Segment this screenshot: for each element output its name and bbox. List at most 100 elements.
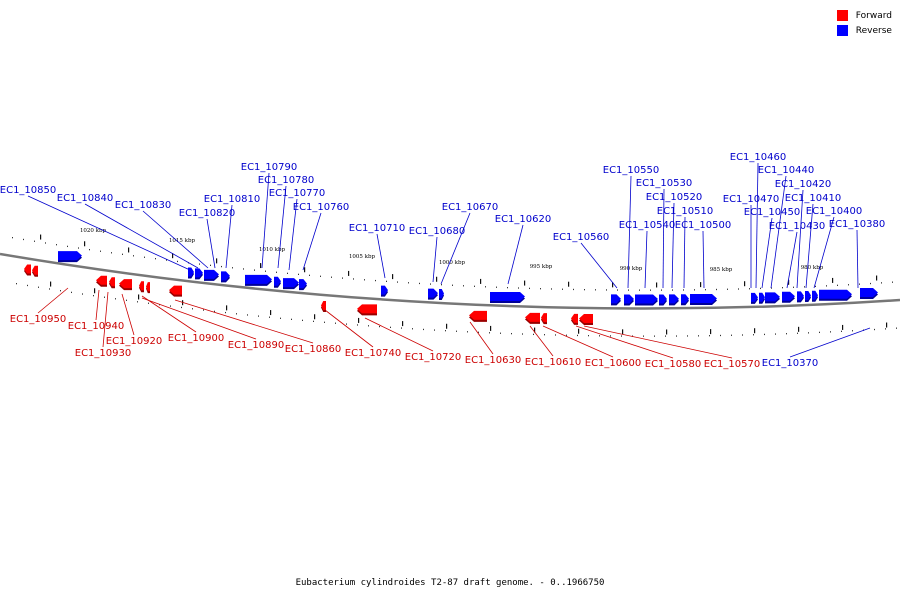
gene-arrow-reverse[interactable] [624,294,634,304]
gene-arrow-reverse[interactable] [283,278,299,288]
gene-label-ec1-10680[interactable]: EC1_10680 [409,226,465,237]
gene-label-ec1-10770[interactable]: EC1_10770 [269,188,325,199]
gene-arrow-reverse[interactable] [299,279,307,289]
gene-arrow-reverse[interactable] [669,294,679,304]
gene-label-ec1-10370[interactable]: EC1_10370 [762,358,818,369]
gene-label-ec1-10720[interactable]: EC1_10720 [405,352,461,363]
gene-arrow-reverse[interactable] [681,294,689,304]
gene-label-ec1-10610[interactable]: EC1_10610 [525,357,581,368]
gene-arrow-reverse[interactable] [204,269,219,279]
gene-arrow-forward[interactable] [109,277,115,287]
gene-label-ec1-10440[interactable]: EC1_10440 [758,165,814,176]
gene-label-ec1-10420[interactable]: EC1_10420 [775,179,831,190]
gene-arrow-reverse[interactable] [195,268,203,278]
gene-arrow-reverse[interactable] [805,291,811,301]
tick-dot [203,309,204,311]
gene-label-ec1-10570[interactable]: EC1_10570 [704,359,760,370]
gene-label-ec1-10900[interactable]: EC1_10900 [168,333,224,344]
gene-label-ec1-10540[interactable]: EC1_10540 [619,220,675,231]
gene-label-ec1-10920[interactable]: EC1_10920 [106,336,162,347]
leader-line [789,327,871,358]
tick-dot [320,275,321,277]
gene-arrow-forward[interactable] [169,285,182,295]
gene-arrow-reverse[interactable] [428,288,438,298]
gene-arrow-reverse[interactable] [221,271,230,281]
gene-label-ec1-10810[interactable]: EC1_10810 [204,194,260,205]
gene-arrow-forward[interactable] [357,304,377,314]
gene-label-ec1-10670[interactable]: EC1_10670 [442,202,498,213]
gene-label-ec1-10450[interactable]: EC1_10450 [744,207,800,218]
gene-label-ec1-10580[interactable]: EC1_10580 [645,359,701,370]
gene-arrow-forward[interactable] [571,313,578,323]
gene-arrow-forward[interactable] [24,264,31,274]
gene-arrow-forward[interactable] [119,279,132,289]
gene-label-ec1-10410[interactable]: EC1_10410 [785,193,841,204]
gene-arrow-forward[interactable] [541,313,547,323]
gene-label-ec1-10790[interactable]: EC1_10790 [241,162,297,173]
gene-arrow-reverse[interactable] [439,289,444,299]
gene-arrow-reverse[interactable] [58,251,82,261]
gene-arrow-reverse[interactable] [759,292,765,302]
gene-arrow-reverse[interactable] [860,287,878,297]
gene-label-ec1-10560[interactable]: EC1_10560 [553,232,609,243]
gene-label-ec1-10380[interactable]: EC1_10380 [829,219,885,230]
gene-label-ec1-10400[interactable]: EC1_10400 [806,206,862,217]
tick-dot [533,333,534,336]
gene-label-ec1-10850[interactable]: EC1_10850 [0,185,56,196]
gene-label-ec1-10940[interactable]: EC1_10940 [68,321,124,332]
tick-dot [434,329,435,331]
gene-label-ec1-10780[interactable]: EC1_10780 [258,175,314,186]
tick-dot [797,332,798,334]
gene-arrow-reverse[interactable] [819,289,852,299]
gene-arrow-reverse[interactable] [690,294,717,304]
gene-label-ec1-10860[interactable]: EC1_10860 [285,344,341,355]
gene-arrow-forward[interactable] [146,282,150,292]
gene-arrow-reverse[interactable] [245,274,272,284]
leader-line [288,198,298,271]
gene-arrow-reverse[interactable] [765,292,780,302]
gene-label-ec1-10620[interactable]: EC1_10620 [495,214,551,225]
gene-label-ec1-10500[interactable]: EC1_10500 [675,220,731,231]
gene-arrow-reverse[interactable] [659,294,667,304]
gene-label-ec1-10430[interactable]: EC1_10430 [769,221,825,232]
gene-label-ec1-10830[interactable]: EC1_10830 [115,200,171,211]
gene-label-ec1-10890[interactable]: EC1_10890 [228,340,284,351]
gene-label-ec1-10930[interactable]: EC1_10930 [75,348,131,359]
gene-arrow-reverse[interactable] [782,291,795,301]
gene-label-ec1-10530[interactable]: EC1_10530 [636,178,692,189]
gene-arrow-forward[interactable] [579,314,593,324]
gene-arrow-reverse[interactable] [490,292,525,302]
gene-label-ec1-10520[interactable]: EC1_10520 [646,192,702,203]
tick-dot [364,279,365,281]
gene-arrow-reverse[interactable] [188,267,194,277]
major-tick [622,329,624,335]
gene-arrow-reverse[interactable] [797,291,804,301]
gene-label-ec1-10950[interactable]: EC1_10950 [10,314,66,325]
gene-arrow-reverse[interactable] [635,294,658,304]
gene-arrow-reverse[interactable] [381,285,388,295]
gene-label-ec1-10550[interactable]: EC1_10550 [603,165,659,176]
gene-arrow-reverse[interactable] [751,292,758,302]
gene-arrow-forward[interactable] [321,300,326,310]
gene-label-ec1-10460[interactable]: EC1_10460 [730,152,786,163]
gene-label-ec1-10740[interactable]: EC1_10740 [345,348,401,359]
gene-label-ec1-10600[interactable]: EC1_10600 [585,358,641,369]
gene-label-ec1-10840[interactable]: EC1_10840 [57,193,113,204]
gene-label-ec1-10510[interactable]: EC1_10510 [657,206,713,217]
gene-label-ec1-10820[interactable]: EC1_10820 [179,208,235,219]
tick-dot [474,285,475,287]
gene-arrow-forward[interactable] [139,281,144,291]
gene-arrow-reverse[interactable] [812,290,818,300]
gene-label-ec1-10630[interactable]: EC1_10630 [465,355,521,366]
gene-arrow-forward[interactable] [469,310,487,320]
gene-arrow-forward[interactable] [96,275,107,285]
gene-label-ec1-10760[interactable]: EC1_10760 [293,202,349,213]
tick-dot [302,319,303,322]
leader-lines [27,162,871,359]
gene-arrow-reverse[interactable] [611,294,621,304]
gene-label-ec1-10710[interactable]: EC1_10710 [349,223,405,234]
gene-arrow-forward[interactable] [32,265,38,275]
gene-arrow-reverse[interactable] [274,276,281,286]
gene-label-ec1-10470[interactable]: EC1_10470 [723,194,779,205]
gene-arrow-forward[interactable] [525,312,540,322]
